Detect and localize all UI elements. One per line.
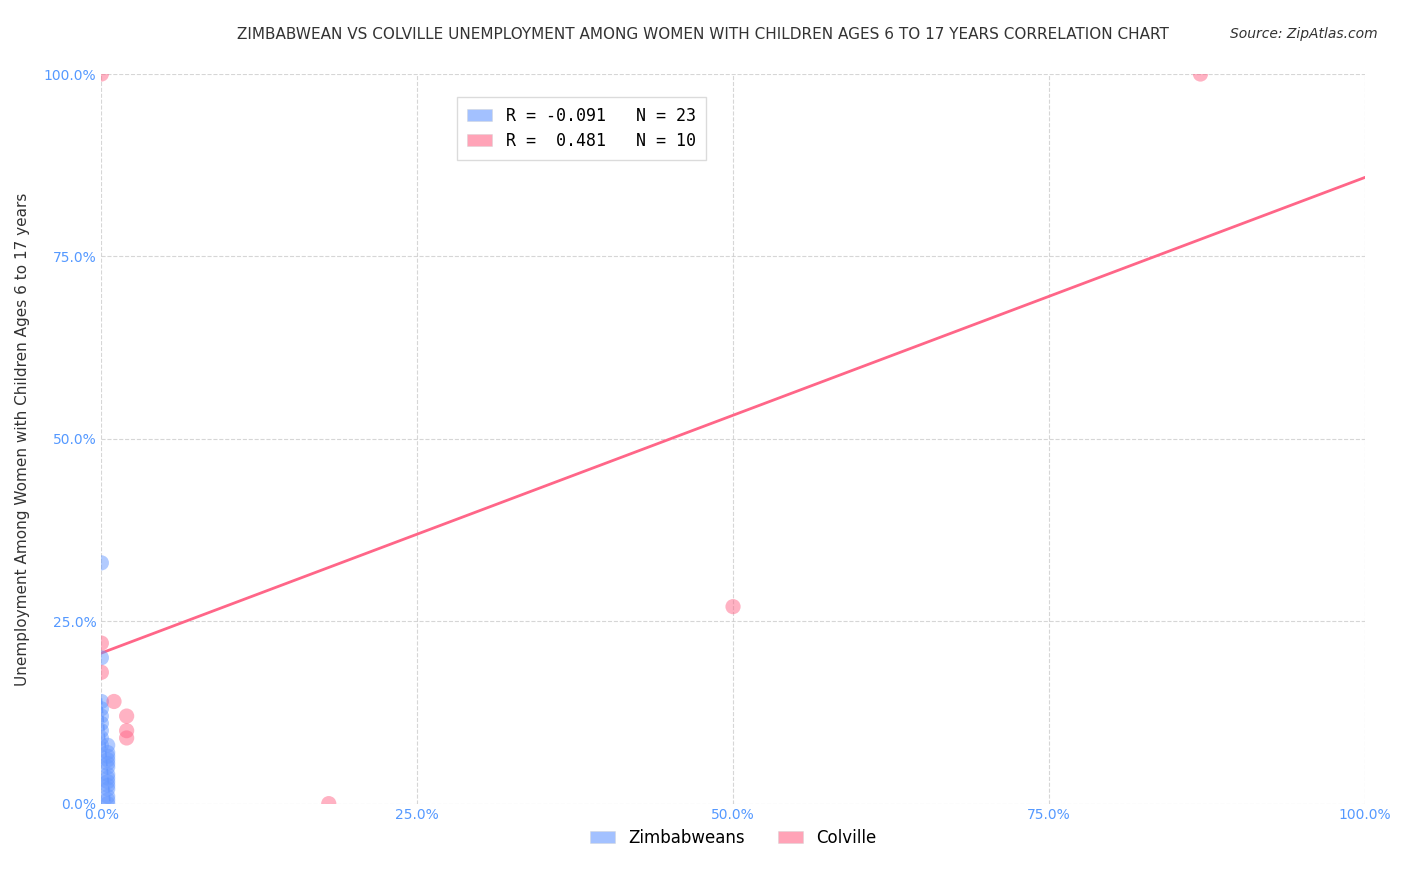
Point <box>90 650 112 665</box>
Point <box>90 694 112 708</box>
Point <box>90 723 112 738</box>
Y-axis label: Unemployment Among Women with Children Ages 6 to 17 years: Unemployment Among Women with Children A… <box>15 192 30 686</box>
Point <box>721 599 744 614</box>
Point <box>97 756 120 771</box>
Text: ZIMBABWEAN VS COLVILLE UNEMPLOYMENT AMONG WOMEN WITH CHILDREN AGES 6 TO 17 YEARS: ZIMBABWEAN VS COLVILLE UNEMPLOYMENT AMON… <box>238 27 1168 42</box>
Point <box>90 665 112 680</box>
Point <box>97 778 120 792</box>
Point <box>97 749 120 764</box>
Point <box>90 556 112 570</box>
Point <box>97 771 120 785</box>
Point <box>90 702 112 716</box>
Point <box>97 797 120 811</box>
Point <box>1189 67 1212 81</box>
Point <box>97 774 120 789</box>
Point <box>90 716 112 731</box>
Point <box>97 746 120 760</box>
Point <box>90 67 112 81</box>
Point <box>115 709 138 723</box>
Point <box>90 636 112 650</box>
Point <box>90 738 112 752</box>
Point <box>318 797 340 811</box>
Point <box>90 709 112 723</box>
Point <box>97 782 120 797</box>
Legend: Zimbabweans, Colville: Zimbabweans, Colville <box>583 822 883 854</box>
Point <box>115 731 138 745</box>
Point <box>103 694 125 708</box>
Point <box>97 793 120 807</box>
Point <box>97 753 120 767</box>
Text: Source: ZipAtlas.com: Source: ZipAtlas.com <box>1230 27 1378 41</box>
Point <box>97 760 120 774</box>
Point <box>90 731 112 745</box>
Point <box>97 767 120 781</box>
Point <box>97 738 120 752</box>
Point <box>115 723 138 738</box>
Point <box>97 789 120 804</box>
